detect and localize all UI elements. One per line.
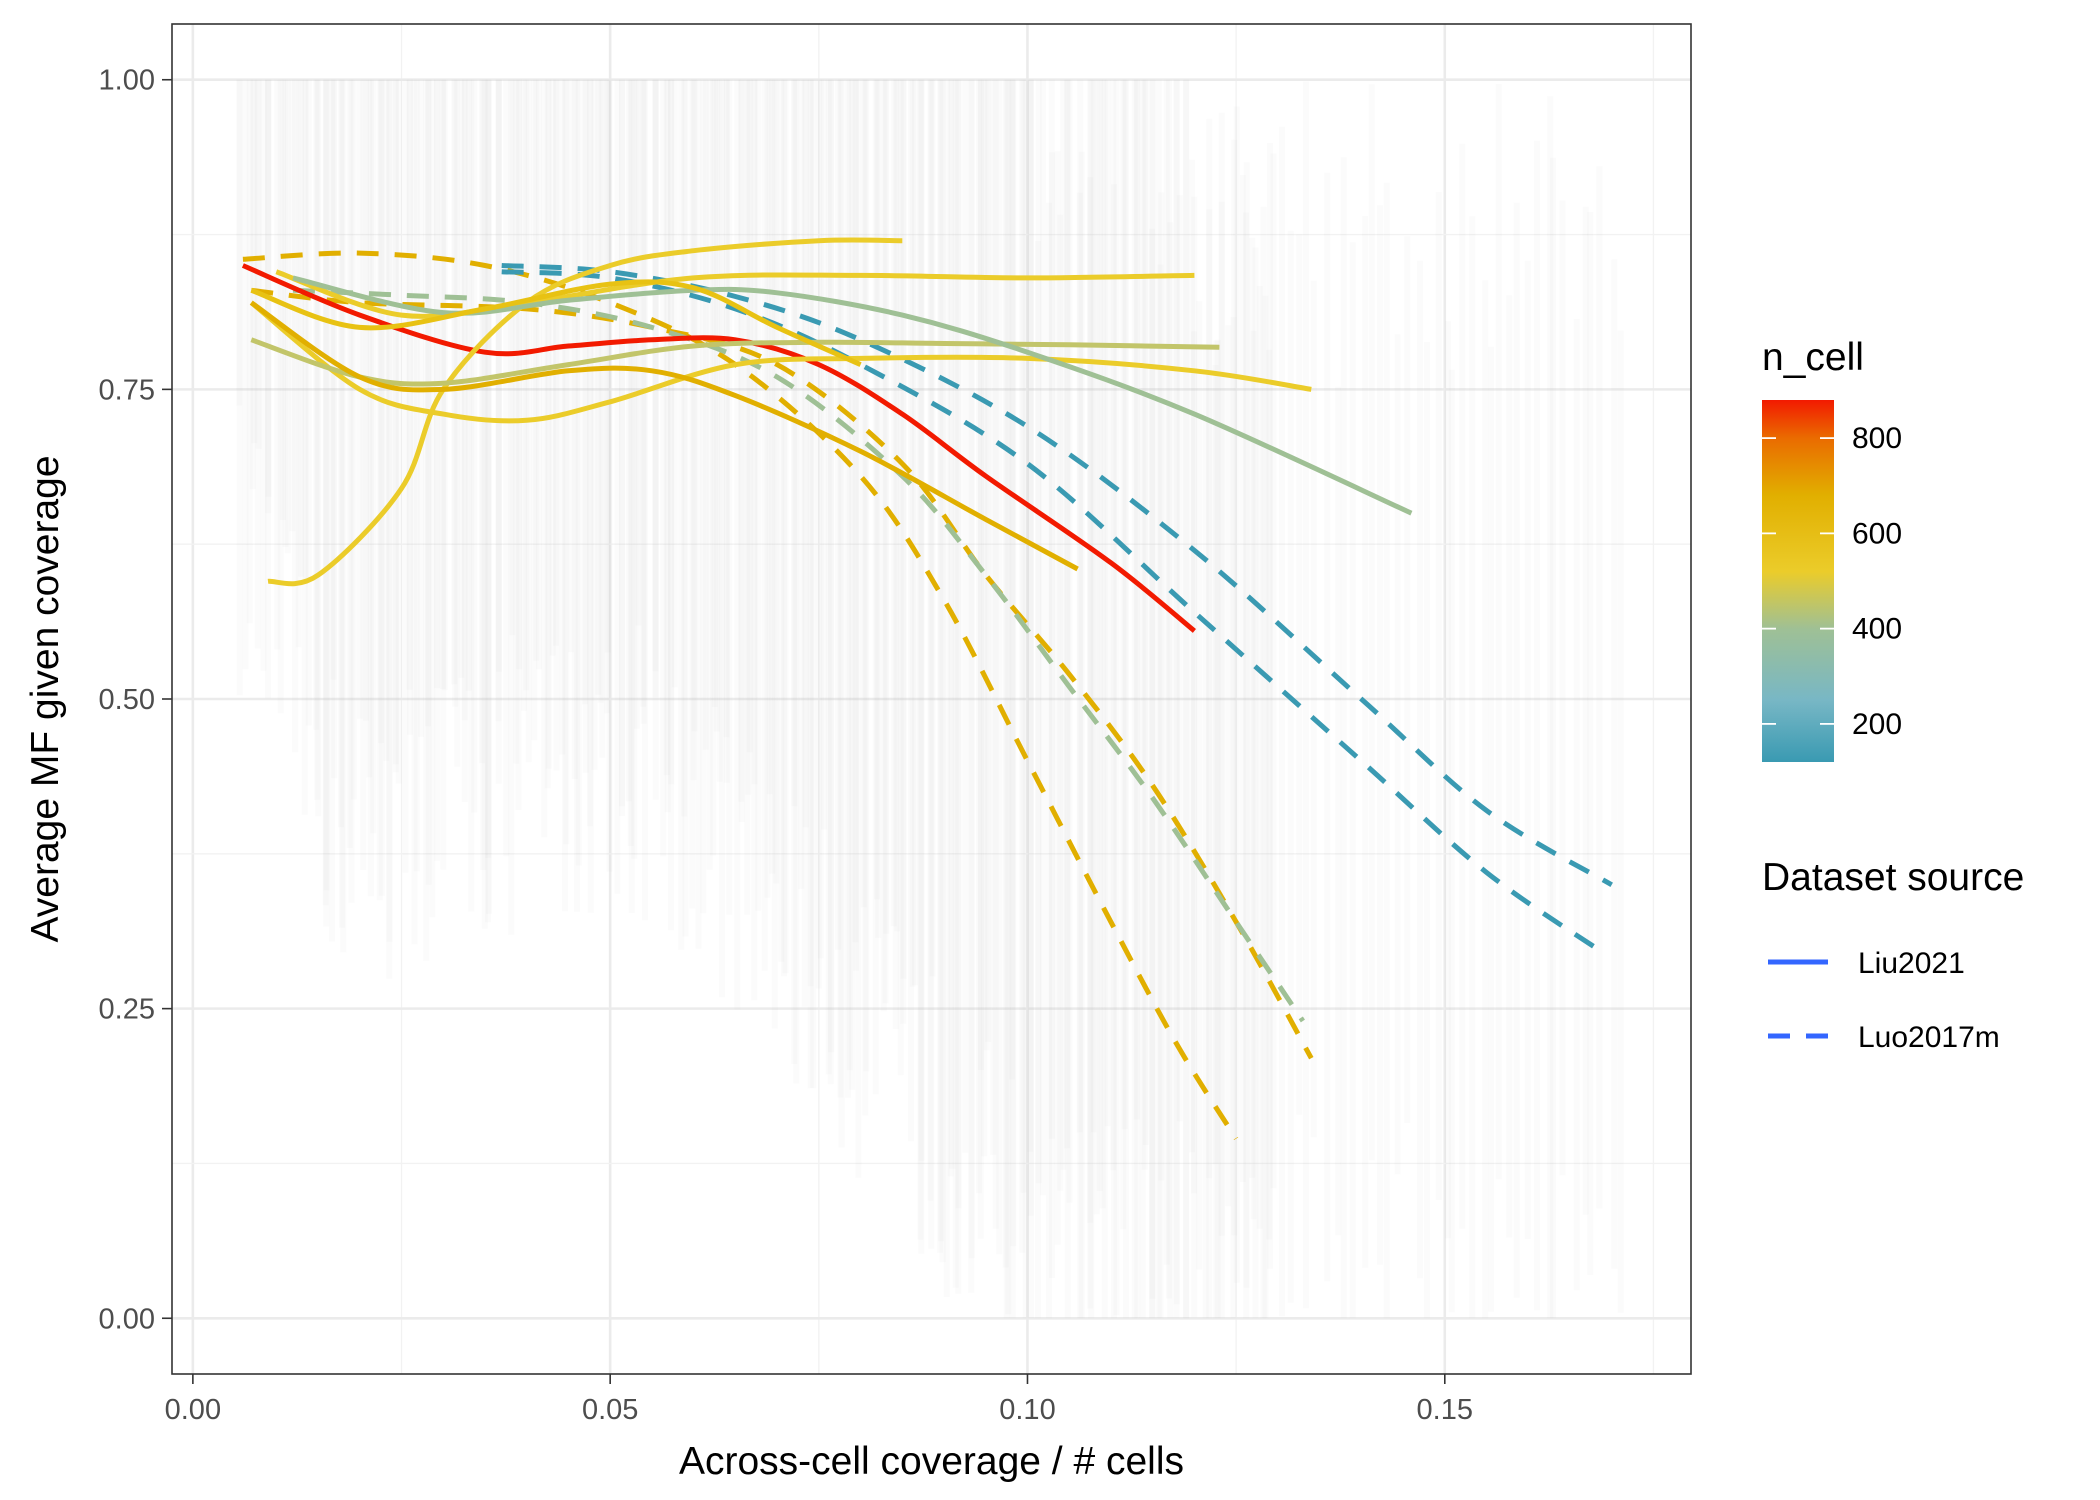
x-axis-title: Across-cell coverage / # cells (679, 1440, 1184, 1483)
series-line-liu2021 (250, 337, 1220, 387)
series-line-liu2021 (249, 300, 1079, 572)
series-line-luo2017m (292, 287, 1305, 1023)
coverage-range-bands (236, 79, 1624, 1319)
y-axis: 0.00 0.25 0.50 0.75 1.00 (99, 65, 172, 1335)
series-line-liu2021 (241, 263, 1196, 633)
x-tick-label: 0.00 (165, 1394, 221, 1426)
color-legend-ticks: 800 600 400 200 (1762, 422, 1902, 741)
color-legend-label: 600 (1852, 517, 1902, 550)
x-tick-label: 0.15 (1417, 1394, 1473, 1426)
x-tick-label: 0.10 (999, 1394, 1055, 1426)
y-tick-label: 0.00 (99, 1303, 155, 1335)
y-tick-label: 1.00 (99, 65, 155, 97)
series-line-liu2021 (275, 269, 1195, 319)
color-legend-label: 400 (1852, 613, 1902, 646)
linetype-legend-entries: Liu2021 Luo2017m (1768, 947, 2000, 1054)
linetype-legend: Dataset source Liu2021 Luo2017m (1762, 856, 2024, 1054)
series-line-liu2021 (250, 279, 862, 367)
color-legend-title: n_cell (1762, 336, 1864, 379)
linetype-legend-title: Dataset source (1762, 856, 2024, 899)
linetype-legend-label: Luo2017m (1858, 1021, 2000, 1054)
color-legend-bar (1762, 400, 1834, 762)
x-tick-label: 0.05 (582, 1394, 638, 1426)
linetype-legend-label: Liu2021 (1858, 947, 1965, 980)
y-axis-title: Average MF given coverage (24, 455, 67, 942)
y-tick-label: 0.75 (99, 374, 155, 406)
color-legend: n_cell 800 600 400 200 (1762, 336, 1902, 762)
x-axis: 0.00 0.05 0.10 0.15 (165, 1374, 1473, 1426)
series-lines (241, 237, 1613, 1141)
y-tick-label: 0.25 (99, 994, 155, 1026)
color-legend-label: 200 (1852, 708, 1902, 741)
grid-lines (172, 24, 1691, 1374)
series-line-luo2017m (242, 250, 1239, 1141)
series-line-liu2021 (292, 275, 1413, 516)
y-tick-label: 0.50 (99, 684, 155, 716)
color-legend-label: 800 (1852, 422, 1902, 455)
series-line-liu2021 (249, 300, 1312, 424)
